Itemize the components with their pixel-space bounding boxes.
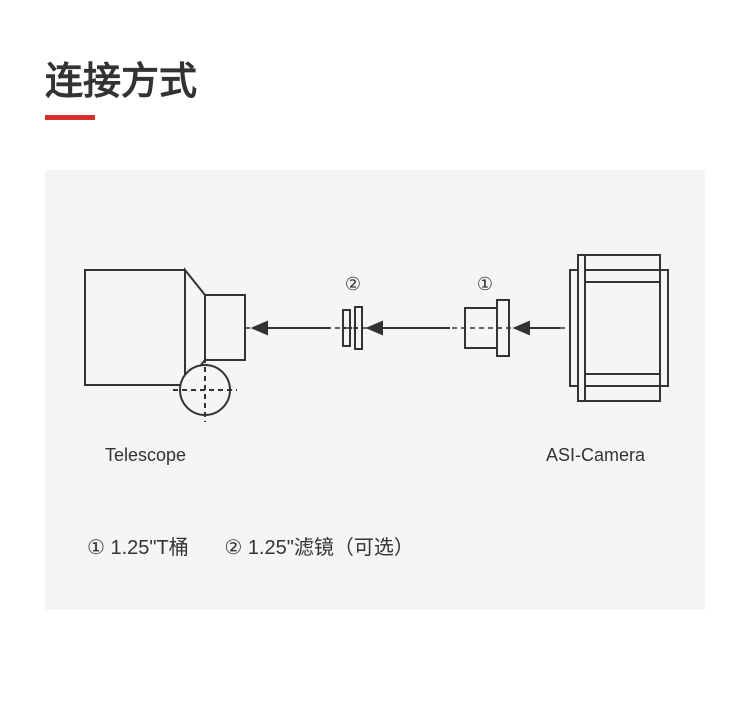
legend-num-1: ① (87, 535, 105, 560)
camera-shape (570, 255, 668, 401)
legend-num-2: ② (224, 535, 242, 560)
legend-row: ① 1.25"T桶 ② 1.25"滤镜（可选） (75, 531, 675, 560)
legend-item-2: ② 1.25"滤镜（可选） (224, 537, 414, 559)
label-camera: ASI-Camera (546, 445, 645, 466)
title-underline (45, 115, 95, 120)
callout-marker-1: ① (477, 274, 493, 294)
page-title: 连接方式 (45, 50, 705, 105)
diagram-panel: ② ① (45, 170, 705, 610)
legend-text-2: 1.25"滤镜（可选） (248, 537, 414, 559)
filter-shape (343, 307, 362, 349)
diagram-svg: ② ① (75, 240, 675, 440)
callout-marker-2: ② (345, 274, 361, 294)
arrow-3 (515, 322, 560, 334)
arrow-1 (253, 322, 330, 334)
arrow-2 (368, 322, 450, 334)
legend-item-1: ① 1.25"T桶 (87, 537, 194, 559)
connection-diagram: ② ① (75, 240, 675, 440)
legend-text-1: 1.25"T桶 (111, 537, 189, 559)
labels-row: Telescope ASI-Camera (75, 445, 675, 466)
telescope-shape (85, 270, 245, 422)
label-telescope: Telescope (105, 445, 186, 466)
